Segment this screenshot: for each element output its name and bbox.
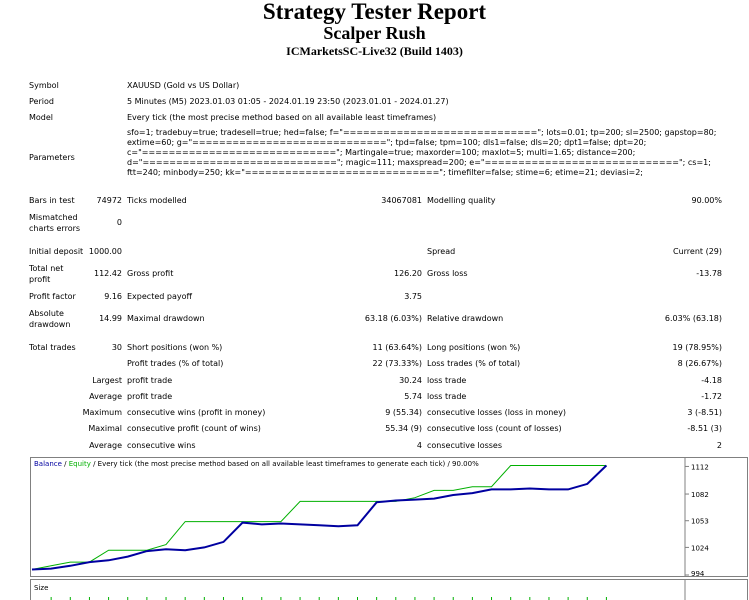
legend-separator: / xyxy=(62,460,69,468)
expected-payoff-value: 3.75 xyxy=(404,292,422,301)
size-panel-frame xyxy=(30,579,748,600)
balance-line xyxy=(31,464,608,571)
y-tick-label: 1112 xyxy=(691,463,709,471)
total-trades-label: Total trades xyxy=(29,343,76,352)
model-label: Model xyxy=(29,113,54,122)
deposit-value: 1000.00 xyxy=(88,247,122,256)
y-tick-label: 994 xyxy=(691,570,705,577)
spread-label: Spread xyxy=(427,247,456,256)
stat-label-2: consecutive losses xyxy=(427,441,503,450)
stat-value-2: -1.72 xyxy=(701,392,722,401)
profit-factor-value: 9.16 xyxy=(104,292,122,301)
parameters-line: ftt=240; minbody=250; kk="==============… xyxy=(127,168,643,177)
stat-value-2: 2 xyxy=(716,441,722,450)
loss-trades-label: Loss trades (% of total) xyxy=(427,359,521,368)
gross-profit-label: Gross profit xyxy=(127,269,174,278)
stat-label-2: consecutive loss (count of losses) xyxy=(427,424,562,433)
model-value: Every tick (the most precise method base… xyxy=(127,113,437,122)
profit-factor-label: Profit factor xyxy=(29,292,76,301)
equity-line xyxy=(31,465,607,570)
expected-payoff-label: Expected payoff xyxy=(127,292,192,301)
stat-value-2: -4.18 xyxy=(701,376,722,385)
ticks-label: Ticks modelled xyxy=(127,196,187,205)
y-axis: 1112 1082 1053 1024 994 xyxy=(685,463,709,577)
parameters-label: Parameters xyxy=(29,153,75,162)
period-value: 5 Minutes (M5) 2023.01.03 01:05 - 2024.0… xyxy=(127,97,449,106)
loss-trades-value: 8 (26.67%) xyxy=(677,359,722,368)
stat-label: profit trade xyxy=(127,376,173,385)
stat-label: consecutive profit (count of wins) xyxy=(127,424,261,433)
parameters-line: sfo=1; tradebuy=true; tradesell=true; he… xyxy=(127,128,717,137)
stat-label-2: consecutive losses (loss in money) xyxy=(427,408,567,417)
mismatched-value: 0 xyxy=(116,218,122,227)
expert-name: Scalper Rush xyxy=(323,23,426,43)
absolute-drawdown-value: 14.99 xyxy=(99,314,122,323)
stat-prefix: Maximum xyxy=(82,408,122,417)
profit-trades-label: Profit trades (% of total) xyxy=(127,359,224,368)
stat-label-2: loss trade xyxy=(427,376,467,385)
relative-drawdown-label: Relative drawdown xyxy=(427,314,504,323)
maximal-drawdown-label: Maximal drawdown xyxy=(127,314,205,323)
size-panel: Size xyxy=(30,579,748,600)
ticks-value: 34067081 xyxy=(381,196,422,205)
chart-frame xyxy=(30,457,748,577)
short-positions-label: Short positions (won %) xyxy=(127,343,223,352)
stat-value-2: 3 (-8.51) xyxy=(687,408,722,417)
bars-value: 74972 xyxy=(96,196,122,205)
size-label: Size xyxy=(34,584,48,592)
deposit-label: Initial deposit xyxy=(29,247,84,256)
stat-value: 9 (55.34) xyxy=(385,408,422,417)
profit-trades-value: 22 (73.33%) xyxy=(372,359,422,368)
period-label: Period xyxy=(29,97,54,106)
long-positions-label: Long positions (won %) xyxy=(427,343,521,352)
gross-loss-label: Gross loss xyxy=(427,269,468,278)
net-profit-label: Total net profit xyxy=(29,264,64,284)
y-tick-label: 1082 xyxy=(691,491,709,499)
parameters-line: d="============================="; magic… xyxy=(127,158,711,167)
stat-label: consecutive wins xyxy=(127,441,196,450)
bars-label: Bars in test xyxy=(29,196,75,205)
stat-value: 4 xyxy=(416,441,422,450)
maximal-drawdown-value: 63.18 (6.03%) xyxy=(364,314,422,323)
modelling-label: Modelling quality xyxy=(427,196,496,205)
relative-drawdown-value: 6.03% (63.18) xyxy=(664,314,722,323)
stat-label: profit trade xyxy=(127,392,173,401)
total-trades-value: 30 xyxy=(111,343,122,352)
stat-prefix: Maximal xyxy=(88,424,122,433)
net-profit-value: 112.42 xyxy=(94,269,122,278)
absolute-drawdown-label: Absolute drawdown xyxy=(29,309,71,329)
y-tick-label: 1024 xyxy=(691,544,709,552)
chart-legend: Balance / Equity / Every tick (the most … xyxy=(34,460,479,468)
stat-value: 30.24 xyxy=(399,376,422,385)
stat-prefix: Average xyxy=(89,392,122,401)
stat-prefix: Largest xyxy=(92,376,122,385)
server-build: ICMarketsSC-Live32 (Build 1403) xyxy=(286,44,463,58)
short-positions-value: 11 (63.64%) xyxy=(372,343,422,352)
parameters-line: c="============================="; Marti… xyxy=(127,148,636,157)
modelling-value: 90.00% xyxy=(691,196,722,205)
stat-label: consecutive wins (profit in money) xyxy=(127,408,266,417)
stat-value: 55.34 (9) xyxy=(385,424,422,433)
parameters-line: extime=60; g="==========================… xyxy=(127,138,647,147)
symbol-label: Symbol xyxy=(29,81,59,90)
report-title: Strategy Tester Report xyxy=(262,0,487,24)
long-positions-value: 19 (78.95%) xyxy=(672,343,722,352)
stat-value: 5.74 xyxy=(404,392,422,401)
y-tick-label: 1053 xyxy=(691,518,709,526)
legend-equity: Equity xyxy=(69,460,91,468)
stat-value-2: -8.51 (3) xyxy=(687,424,722,433)
gross-profit-value: 126.20 xyxy=(394,269,422,278)
spread-value: Current (29) xyxy=(672,247,722,256)
balance-equity-chart: Balance / Equity / Every tick (the most … xyxy=(30,457,748,577)
gross-loss-value: -13.78 xyxy=(696,269,722,278)
legend-balance: Balance xyxy=(34,460,62,468)
stat-prefix: Average xyxy=(89,441,122,450)
symbol-value: XAUUSD (Gold vs US Dollar) xyxy=(127,81,240,90)
stat-label-2: loss trade xyxy=(427,392,467,401)
legend-text: / Every tick (the most precise method ba… xyxy=(91,460,479,468)
mismatched-label: Mismatched charts errors xyxy=(29,213,81,233)
